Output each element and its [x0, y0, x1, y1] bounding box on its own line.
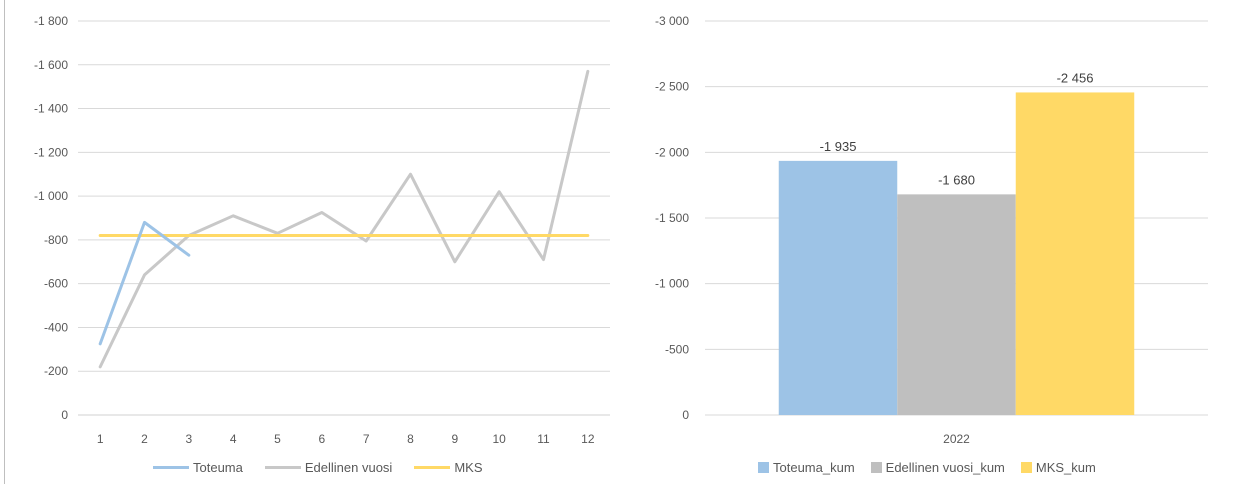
x-tick-label: 11	[537, 432, 550, 446]
bar-edellinen-vuosi-kum	[897, 194, 1016, 415]
bar-toteuma-kum	[778, 160, 898, 415]
series-line-toteuma	[98, 220, 191, 346]
data-label: -2 456	[1057, 70, 1094, 85]
y-tick-label: -200	[44, 364, 68, 378]
x-tick-label: 6	[318, 432, 325, 446]
bar-chart: 0 -500 -1 000 -1 500 -2 000 -2 500 -3 000 -1 93…	[655, 14, 1208, 446]
x-tick-label: 4	[230, 432, 237, 446]
legend-line-key	[153, 465, 189, 469]
legend-item: Toteuma_kum	[758, 460, 855, 475]
series-line-edellinen-vuosi	[98, 69, 590, 369]
y-tick-label: 0	[682, 408, 689, 422]
y-tick-label: -400	[44, 320, 68, 334]
y-tick-label: -1 800	[34, 14, 68, 28]
x-tick-label: 5	[274, 432, 281, 446]
x-tick-label: 3	[185, 432, 192, 446]
y-tick-label: -500	[665, 342, 689, 356]
y-tick-label: -1 000	[34, 189, 68, 203]
legend-swatch	[758, 461, 769, 473]
x-tick-label: 9	[451, 432, 458, 446]
line-chart-legend: Toteuma Edellinen vuosi MKS	[153, 458, 505, 476]
legend-swatch	[870, 461, 882, 473]
legend-label: Edellinen vuosi_kum	[885, 459, 1005, 475]
x-tick-label: 12	[581, 432, 595, 446]
x-tick-label: 7	[363, 432, 370, 446]
legend-line-key	[414, 465, 451, 469]
legend-item: Toteuma	[153, 460, 243, 475]
legend-item: Edellinen vuosi	[264, 459, 393, 475]
legend-label: Toteuma	[193, 459, 243, 475]
y-tick-label: -1 000	[655, 277, 689, 291]
bar-chart-legend: Toteuma_kum Edellinen vuosi_kum MKS_kum	[758, 458, 1112, 476]
y-tick-label: 0	[61, 408, 68, 422]
y-tick-label: -1 500	[655, 211, 689, 225]
legend-line-key	[264, 465, 301, 469]
y-tick-label: -2 000	[655, 145, 689, 159]
legend-item: MKS_kum	[1020, 459, 1096, 475]
legend-label: MKS_kum	[1035, 459, 1096, 475]
y-tick-label: -3 000	[655, 14, 689, 28]
x-tick-label: 2	[141, 432, 148, 446]
legend-label: Toteuma_kum	[773, 459, 855, 475]
legend-label: Edellinen vuosi	[304, 459, 393, 475]
legend-item: Edellinen vuosi_kum	[870, 459, 1005, 475]
y-tick-label: -1 600	[34, 58, 68, 72]
y-tick-label: -1 200	[34, 145, 68, 159]
bar-mks-kum	[1015, 92, 1135, 415]
panel-border	[4, 0, 5, 484]
x-tick-label: 1	[97, 432, 104, 446]
line-chart: 0 -200 -400 -600 -800 -1 000 -1 200 -1 400 -1 60…	[34, 14, 610, 446]
y-tick-label: -2 500	[655, 80, 689, 94]
legend-item: MKS	[414, 459, 483, 475]
legend-label: MKS	[454, 459, 483, 475]
y-tick-label: -1 400	[34, 102, 68, 116]
legend-swatch	[1020, 461, 1032, 473]
data-label: -1 935	[820, 139, 857, 154]
y-tick-label: -600	[44, 277, 68, 291]
data-label: -1 680	[938, 172, 975, 187]
x-tick-label: 8	[407, 432, 414, 446]
x-tick-label: 2022	[943, 432, 970, 446]
x-tick-label: 10	[492, 432, 506, 446]
y-tick-label: -800	[44, 233, 68, 247]
